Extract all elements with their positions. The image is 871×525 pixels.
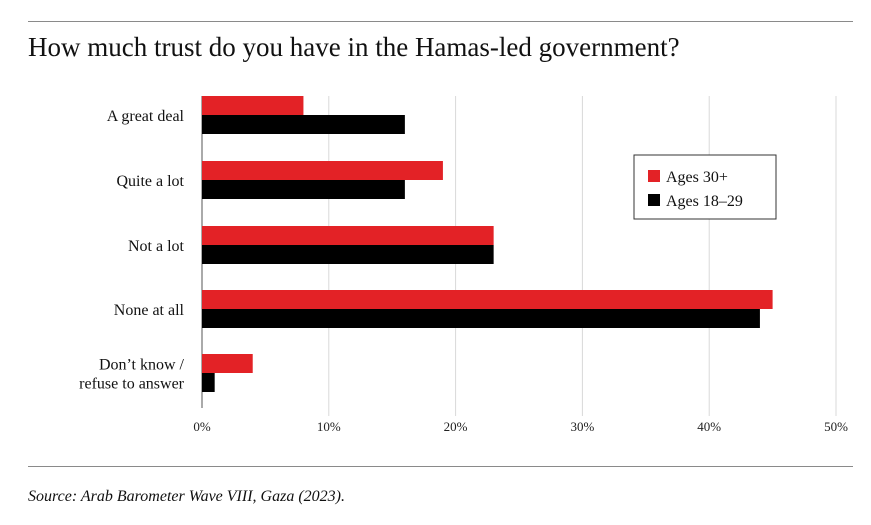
bar-ages-30-plus: [202, 161, 443, 180]
bar-ages-18-29: [202, 309, 760, 328]
bar-ages-18-29: [202, 373, 215, 392]
x-tick-label: 0%: [193, 419, 211, 434]
bars: [202, 96, 773, 392]
bar-ages-30-plus: [202, 96, 304, 115]
x-tick-label: 50%: [824, 419, 848, 434]
legend-label: Ages 18–29: [666, 193, 743, 210]
bar-ages-30-plus: [202, 290, 773, 309]
category-label: Not a lot: [128, 238, 185, 255]
category-label: None at all: [114, 302, 185, 319]
x-tick-label: 10%: [317, 419, 341, 434]
x-tick-label: 40%: [697, 419, 721, 434]
bottom-rule: [28, 466, 853, 467]
category-label: refuse to answer: [79, 376, 185, 393]
source-note: Source: Arab Barometer Wave VIII, Gaza (…: [28, 488, 345, 505]
category-label: Quite a lot: [116, 173, 184, 190]
legend-swatch: [648, 194, 660, 206]
bar-ages-18-29: [202, 245, 494, 264]
x-tick-labels: 0% 10% 20% 30% 40% 50%: [193, 419, 848, 434]
bar-ages-30-plus: [202, 226, 494, 245]
category-label: A great deal: [107, 108, 185, 125]
bar-ages-30-plus: [202, 354, 253, 373]
bar-ages-18-29: [202, 180, 405, 199]
category-labels: A great deal Quite a lot Not a lot None at …: [79, 108, 185, 393]
x-tick-label: 30%: [570, 419, 594, 434]
legend: Ages 30+ Ages 18–29: [633, 154, 777, 220]
category-label: Don’t know /: [99, 357, 185, 374]
bar-ages-18-29: [202, 115, 405, 134]
legend-box: [633, 154, 777, 220]
legend-label: Ages 30+: [666, 169, 728, 186]
top-rule: [28, 21, 853, 22]
legend-swatch: [648, 170, 660, 182]
x-tick-label: 20%: [444, 419, 468, 434]
chart-title: How much trust do you have in the Hamas-…: [28, 32, 680, 62]
